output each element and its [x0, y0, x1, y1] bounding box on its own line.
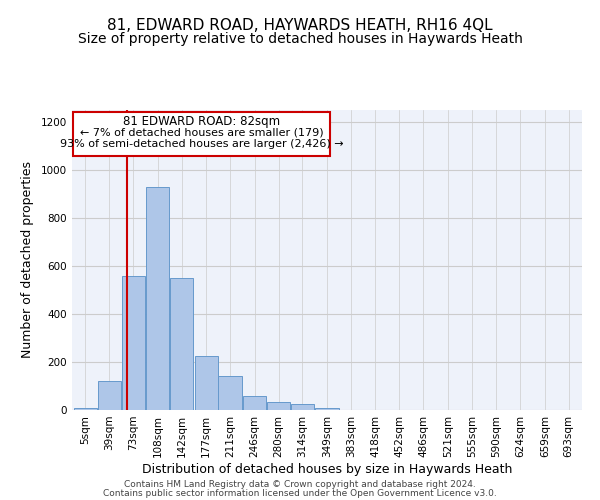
- Bar: [316, 408, 338, 410]
- Bar: [291, 404, 314, 410]
- Text: Distribution of detached houses by size in Haywards Heath: Distribution of detached houses by size …: [142, 464, 512, 476]
- Bar: [74, 408, 97, 410]
- Bar: [267, 402, 290, 410]
- Text: Contains public sector information licensed under the Open Government Licence v3: Contains public sector information licen…: [103, 488, 497, 498]
- Bar: [122, 276, 145, 410]
- Text: Size of property relative to detached houses in Haywards Heath: Size of property relative to detached ho…: [77, 32, 523, 46]
- Bar: [146, 187, 169, 410]
- Text: ← 7% of detached houses are smaller (179): ← 7% of detached houses are smaller (179…: [80, 128, 323, 138]
- Bar: [243, 396, 266, 410]
- Bar: [98, 381, 121, 410]
- Bar: [218, 376, 242, 410]
- Bar: [170, 278, 193, 410]
- Text: Contains HM Land Registry data © Crown copyright and database right 2024.: Contains HM Land Registry data © Crown c…: [124, 480, 476, 489]
- Y-axis label: Number of detached properties: Number of detached properties: [21, 162, 34, 358]
- Bar: [194, 356, 218, 410]
- FancyBboxPatch shape: [73, 112, 330, 156]
- Text: 93% of semi-detached houses are larger (2,426) →: 93% of semi-detached houses are larger (…: [60, 140, 343, 149]
- Text: 81, EDWARD ROAD, HAYWARDS HEATH, RH16 4QL: 81, EDWARD ROAD, HAYWARDS HEATH, RH16 4Q…: [107, 18, 493, 32]
- Text: 81 EDWARD ROAD: 82sqm: 81 EDWARD ROAD: 82sqm: [123, 116, 280, 128]
